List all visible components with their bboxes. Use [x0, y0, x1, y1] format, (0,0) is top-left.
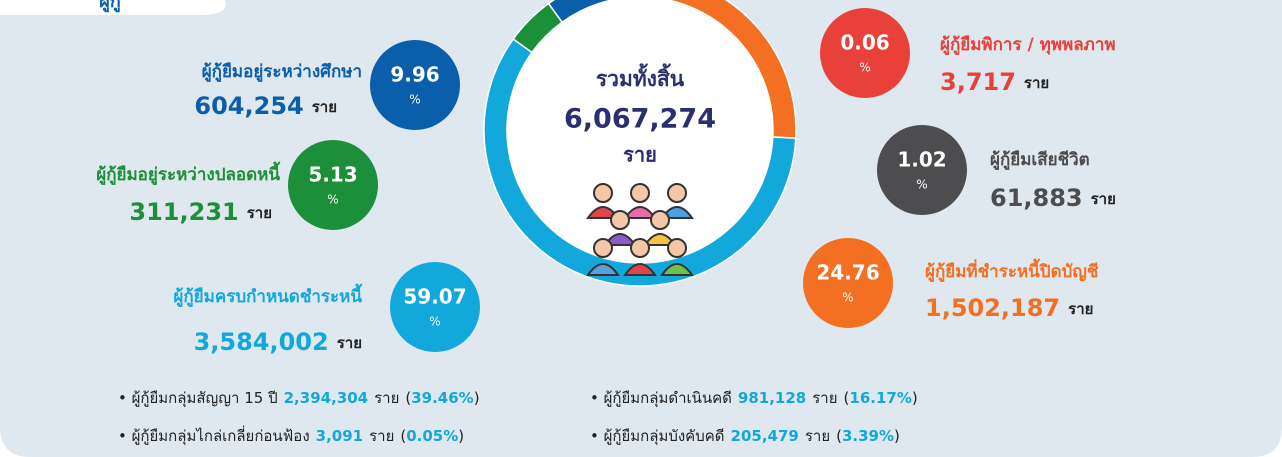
percent-value: 59.07 [403, 285, 466, 309]
percent-bubble [877, 125, 967, 215]
note-label: ผู้กู้ยืมกลุ่มบังคับคดี [604, 427, 725, 446]
note-label: ผู้กู้ยืมกลุ่มไกล่เกลี่ยก่อนฟ้อง [132, 425, 310, 446]
category-count: 61,883 ราย [990, 184, 1116, 212]
notes: • ผู้กู้ยืมกลุ่มสัญญา 15 ปี 2,394,304 ราย (… [118, 389, 918, 446]
bullet: • [590, 427, 604, 445]
percent-sign: % [916, 178, 927, 192]
count-value: 61,883 [990, 184, 1083, 212]
paren: ( [836, 427, 842, 445]
bullet: • [118, 427, 132, 445]
percent-bubble [820, 8, 910, 98]
count-unit: ราย [312, 98, 337, 116]
count-value: 311,231 [129, 198, 238, 226]
paren: ( [400, 427, 406, 445]
note-percent: 0.05% [406, 427, 458, 445]
tab-title: ผู้กู้ [99, 0, 120, 13]
paren: ) [474, 389, 480, 407]
percent-value: 5.13 [308, 163, 357, 187]
note-unit: ราย [369, 427, 394, 445]
count-unit: ราย [1068, 300, 1093, 318]
note: • ผู้กู้ยืมกลุ่มดำเนินคดี 981,128 ราย (16.1… [590, 389, 918, 408]
note-label: ผู้กู้ยืมกลุ่มสัญญา 15 ปี [132, 389, 278, 408]
count-value: 1,502,187 [925, 294, 1060, 322]
count-value: 3,717 [940, 68, 1016, 96]
category-count: 604,254 ราย [194, 92, 337, 120]
note-percent: 16.17% [849, 389, 911, 407]
note-count: 3,091 [316, 427, 363, 445]
count-value: 604,254 [194, 92, 303, 120]
category-name: ผู้กู้ยืมครบกำหนดชำระหนี้ [173, 283, 362, 308]
paren: ( [405, 389, 411, 407]
category-count: 3,717 ราย [940, 68, 1049, 96]
paren: ( [844, 389, 850, 407]
percent-bubble [390, 262, 480, 352]
note: • ผู้กู้ยืมกลุ่มไกล่เกลี่ยก่อนฟ้อง 3,091 ร… [118, 425, 464, 446]
paren: ) [912, 389, 918, 407]
bullet: • [590, 389, 604, 407]
percent-bubble [803, 238, 893, 328]
note-count: 205,479 [731, 427, 799, 445]
paren: ) [894, 427, 900, 445]
note-count: 2,394,304 [284, 389, 368, 407]
category-count: 1,502,187 ราย [925, 294, 1093, 322]
category-name: ผู้กู้ยืมอยู่ระหว่างศึกษา [202, 61, 362, 83]
category-name: ผู้กู้ยืมพิการ / ทุพพลภาพ [940, 34, 1116, 56]
note: • ผู้กู้ยืมกลุ่มสัญญา 15 ปี 2,394,304 ราย (… [118, 389, 480, 408]
center-total: 6,067,274 [564, 104, 716, 135]
note-count: 981,128 [738, 389, 806, 407]
count-unit: ราย [337, 334, 362, 352]
note-label: ผู้กู้ยืมกลุ่มดำเนินคดี [604, 389, 732, 408]
center-title: รวมทั้งสิ้น [596, 63, 685, 91]
percent-sign: % [859, 61, 870, 75]
percent-value: 0.06 [840, 31, 889, 55]
note-unit: ราย [805, 427, 830, 445]
percent-sign: % [327, 193, 338, 207]
donut-hole [507, 0, 773, 263]
count-unit: ราย [1024, 74, 1049, 92]
count-unit: ราย [247, 204, 272, 222]
percent-value: 1.02 [897, 148, 946, 172]
percent-bubble [288, 140, 378, 230]
center-unit: ราย [623, 143, 657, 167]
percent-sign: % [409, 93, 420, 107]
percent-sign: % [429, 315, 440, 329]
percent-value: 24.76 [816, 261, 879, 285]
note-percent: 39.46% [411, 389, 473, 407]
count-unit: ราย [1091, 190, 1116, 208]
category-count: 311,231 ราย [129, 198, 272, 226]
percent-sign: % [842, 291, 853, 305]
category-count: 3,584,002 ราย [194, 328, 362, 356]
note: • ผู้กู้ยืมกลุ่มบังคับคดี 205,479 ราย (3.39… [590, 427, 900, 446]
percent-bubble [370, 40, 460, 130]
people-icon [586, 183, 694, 276]
category-name: ผู้กู้ยืมที่ชำระหนี้ปิดบัญชี [925, 258, 1099, 283]
percent-value: 9.96 [390, 63, 439, 87]
note-unit: ราย [374, 389, 399, 407]
category-name: ผู้กู้ยืมอยู่ระหว่างปลอดหนี้ [96, 161, 280, 186]
note-unit: ราย [812, 389, 837, 407]
count-value: 3,584,002 [194, 328, 329, 356]
category-name: ผู้กู้ยืมเสียชีวิต [990, 149, 1090, 171]
labels: 0.06% ผู้กู้ยืมพิการ / ทุพพลภาพ 3,717 ราย 1.… [96, 8, 1116, 356]
tab [0, 0, 226, 15]
paren: ) [458, 427, 464, 445]
note-percent: 3.39% [842, 427, 894, 445]
bullet: • [118, 389, 132, 407]
